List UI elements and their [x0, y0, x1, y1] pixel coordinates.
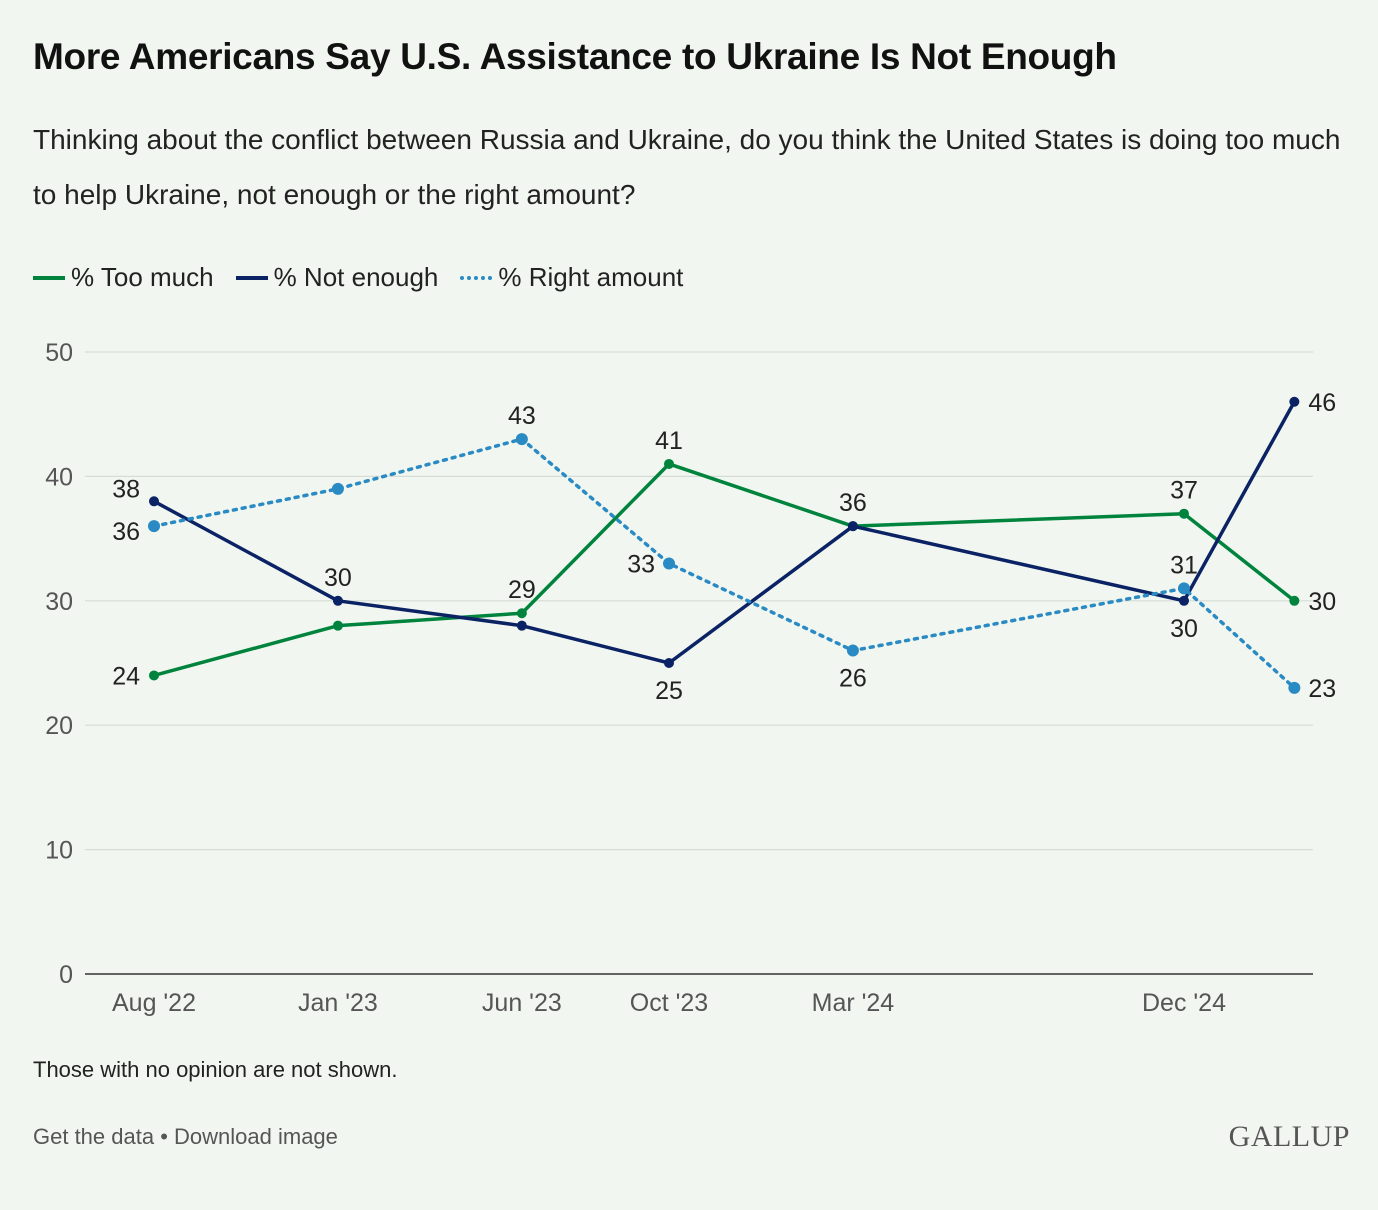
data-label: 41 [655, 427, 683, 455]
y-tick-label: 30 [45, 588, 73, 616]
data-label: 30 [324, 564, 352, 592]
data-label: 29 [508, 576, 536, 604]
data-point [515, 433, 528, 446]
legend-label: % Right amount [498, 262, 684, 292]
y-tick-label: 0 [59, 961, 73, 989]
y-tick-label: 20 [45, 712, 73, 740]
x-tick-label: Mar '24 [812, 989, 895, 1017]
data-label: 23 [1308, 675, 1336, 703]
x-tick-label: Jun '23 [482, 989, 562, 1017]
y-tick-label: 50 [45, 339, 73, 367]
data-point [149, 670, 159, 681]
legend-swatch-right-amount [460, 275, 493, 280]
data-point [332, 595, 343, 606]
data-point [847, 521, 858, 532]
data-point [1289, 396, 1300, 407]
data-point [1178, 582, 1190, 595]
legend-label: % Too much [71, 262, 214, 292]
data-point [332, 620, 343, 631]
data-point [516, 608, 527, 619]
y-tick-label: 40 [45, 463, 73, 491]
data-label: 38 [112, 475, 140, 503]
data-point [664, 458, 674, 469]
series-line-not-enough [152, 400, 1297, 665]
x-tick-label: Dec '24 [1142, 989, 1226, 1017]
chart-subtitle: Thinking about the conflict between Russ… [33, 124, 1341, 210]
data-label: 46 [1308, 389, 1336, 417]
footer-links: Get the data • Download image [33, 1124, 338, 1150]
x-tick-label: Aug '22 [112, 989, 196, 1017]
legend-swatch-too-much [33, 275, 65, 280]
chart-title: More Americans Say U.S. Assistance to Uk… [33, 36, 1117, 77]
data-label: 33 [627, 550, 655, 578]
data-point [516, 620, 527, 631]
data-label: 31 [1170, 551, 1198, 579]
legend-item-not-enough: % Not enough [235, 262, 439, 293]
data-label: 43 [508, 402, 536, 430]
data-point [148, 520, 160, 533]
data-point [1179, 508, 1189, 519]
data-point [1289, 595, 1300, 606]
footer-separator: • [154, 1124, 175, 1149]
data-label: 26 [839, 665, 867, 693]
get-data-link[interactable]: Get the data [33, 1124, 155, 1149]
data-label: 30 [1308, 588, 1336, 616]
legend-item-right-amount: % Right amount [460, 262, 683, 293]
data-label: 25 [655, 677, 683, 705]
chart-note: Those with no opinion are not shown. [33, 1057, 398, 1082]
data-point [1179, 595, 1189, 606]
legend-label: % Not enough [273, 262, 439, 292]
data-label: 36 [839, 489, 867, 517]
data-point [149, 496, 159, 507]
data-point [663, 557, 675, 570]
legend-item-too-much: % Too much [33, 262, 214, 293]
data-label: 36 [112, 518, 140, 546]
data-point [664, 658, 674, 668]
data-point [331, 482, 344, 495]
data-label: 37 [1170, 477, 1198, 505]
download-image-link[interactable]: Download image [174, 1124, 338, 1149]
x-tick-label: Oct '23 [630, 989, 708, 1017]
line-chart: 0 10 20 30 40 50 Aug '22 Jan '23 Jun '23 Oct '23 M… [45, 339, 1336, 1017]
y-tick-label: 10 [45, 837, 73, 865]
x-tick-label: Jan '23 [298, 989, 378, 1017]
data-label: 24 [112, 662, 140, 690]
data-label: 30 [1170, 615, 1198, 643]
legend-swatch-not-enough [235, 275, 268, 280]
data-point [846, 644, 859, 657]
data-point [1288, 681, 1301, 694]
gallup-logo: GALLUP [1228, 1120, 1350, 1153]
legend: % Too much % Not enough % Right amount [33, 262, 683, 293]
